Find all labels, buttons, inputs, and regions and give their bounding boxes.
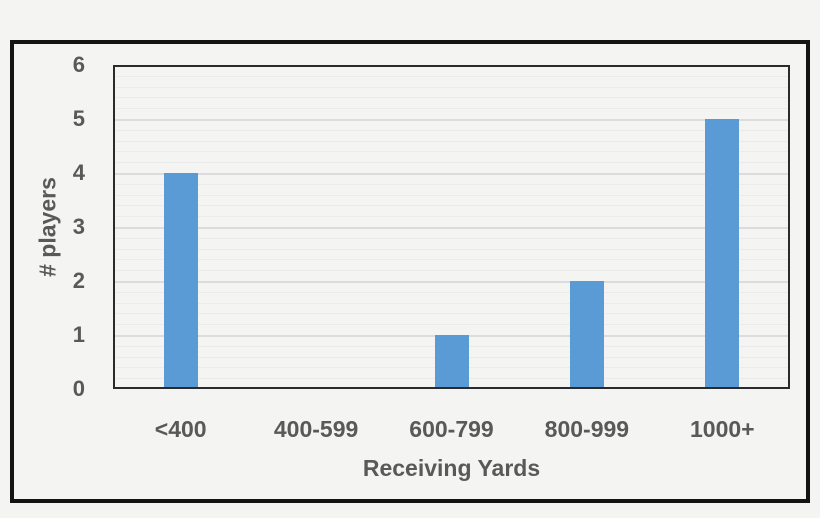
gridline-minor — [113, 75, 790, 77]
gridline-major — [113, 173, 790, 175]
y-tick-label: 6 — [72, 52, 85, 77]
gridline-minor — [113, 302, 790, 304]
gridline-minor — [113, 162, 790, 164]
y-tick-label: 3 — [72, 214, 85, 239]
plot-area — [113, 65, 790, 389]
chart-outer-frame — [10, 40, 810, 503]
y-tick-label: 2 — [72, 268, 85, 293]
x-tick-label: 400-599 — [273, 416, 359, 442]
gridline-minor — [113, 248, 790, 250]
gridline-minor — [113, 270, 790, 272]
gridline-minor — [113, 97, 790, 99]
y-tick-label: 5 — [72, 106, 85, 131]
gridline-minor — [113, 151, 790, 153]
gridline-minor — [113, 291, 790, 293]
x-tick-label: 1000+ — [689, 416, 755, 442]
gridline-major — [113, 119, 790, 121]
gridline-minor — [113, 140, 790, 142]
y-tick-label: 0 — [72, 376, 85, 401]
gridline-minor — [113, 237, 790, 239]
x-tick-label: 800-999 — [544, 416, 630, 442]
gridline-minor — [113, 205, 790, 207]
gridline-minor — [113, 194, 790, 196]
y-tick-label: 4 — [72, 160, 85, 185]
bar-<400 — [163, 173, 198, 389]
gridline-major — [113, 227, 790, 229]
bar-600-799 — [434, 335, 469, 389]
gridline-minor — [113, 108, 790, 110]
gridline-minor — [113, 216, 790, 218]
gridline-minor — [113, 86, 790, 88]
x-axis-title: Receiving Yards — [362, 455, 541, 481]
gridline-minor — [113, 129, 790, 131]
gridline-minor — [113, 324, 790, 326]
gridline-minor — [113, 313, 790, 315]
bar-800-999 — [569, 281, 604, 389]
y-tick-label: 1 — [72, 322, 85, 347]
gridline-major — [113, 281, 790, 283]
x-tick-label: <400 — [154, 416, 207, 442]
gridline-minor — [113, 183, 790, 185]
x-tick-label: 600-799 — [409, 416, 494, 442]
bar-1000+ — [705, 119, 740, 389]
gridline-minor — [113, 259, 790, 261]
